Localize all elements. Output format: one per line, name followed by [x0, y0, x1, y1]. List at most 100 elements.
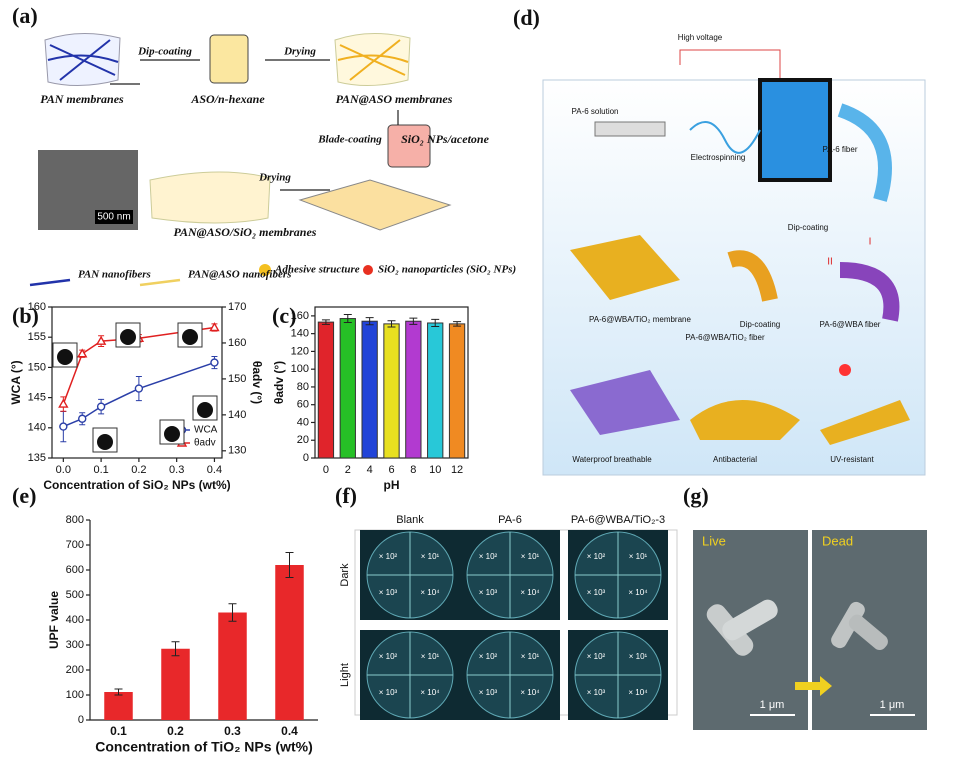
fiber [837, 103, 892, 202]
y-tick-label: 160 [28, 301, 46, 313]
label: PAN membranes [40, 92, 124, 106]
y-tick-label: 100 [291, 363, 309, 375]
x-tick-label: 4 [367, 464, 373, 476]
label: SiO₂ NPs/acetone [401, 132, 490, 146]
y2-tick-label: 140 [228, 409, 246, 421]
tio2-fiber [727, 250, 778, 302]
y-tick-label: 20 [297, 434, 309, 446]
x-tick-label: 12 [451, 464, 463, 476]
label: 500 nm [97, 212, 130, 223]
label: × 10¹ [521, 652, 540, 661]
label: Blade-coating [317, 134, 382, 146]
icon-waterproof [570, 370, 680, 435]
y-tick-label: 160 [291, 310, 309, 322]
fibers [47, 39, 119, 81]
marker [210, 358, 219, 367]
y-axis-label: WCA (°) [9, 360, 23, 404]
label: PA-6 [498, 514, 522, 526]
legend-label: θadv [194, 438, 216, 449]
y-tick-label: 40 [297, 416, 309, 428]
fibers [337, 39, 409, 81]
y-tick-label: 145 [28, 392, 46, 404]
label: (a) [12, 3, 38, 28]
error-bar [114, 688, 123, 696]
uv-source [839, 364, 851, 376]
x-axis-label: pH [384, 478, 400, 492]
legend-dot [363, 265, 373, 275]
label: × 10² [479, 552, 498, 561]
label: × 10² [587, 552, 606, 561]
x-tick-label: 0 [323, 464, 329, 476]
x-tick-label: 0.0 [56, 464, 71, 476]
y-tick-label: 0 [78, 714, 84, 726]
panel-f-art [354, 529, 678, 720]
label: × 10³ [479, 588, 498, 597]
y-tick-label: 140 [28, 422, 46, 434]
x-tick-label: 2 [345, 464, 351, 476]
marker [78, 414, 87, 423]
y-tick-label: 120 [291, 345, 309, 357]
label: PAN@ASO/SiO₂ membranes [174, 225, 317, 239]
label: Drying [283, 46, 316, 58]
beaker [387, 124, 431, 168]
label: Drying [258, 172, 291, 184]
label: × 10⁴ [420, 588, 440, 597]
label: × 10⁴ [520, 588, 540, 597]
bar [275, 565, 304, 720]
y-tick-label: 500 [66, 589, 84, 601]
label: 1 μm [880, 699, 905, 711]
y-axis-label: θadv (°) [272, 361, 286, 404]
label: (b) [12, 303, 39, 328]
bar [104, 692, 133, 720]
bar [317, 321, 335, 459]
label: PA-6 solution [572, 107, 619, 116]
x-axis-label: Concentration of SiO₂ NPs (wt%) [43, 478, 230, 492]
label: Antibacterial [713, 455, 757, 464]
x-axis-label: Concentration of TiO₂ NPs (wt%) [95, 739, 313, 755]
bar [448, 323, 466, 459]
error-bar [321, 319, 330, 325]
y-tick-label: 800 [66, 514, 84, 526]
x-tick-label: 0.2 [131, 464, 146, 476]
bacterium [722, 599, 778, 641]
label: (e) [12, 483, 36, 508]
legend-line [139, 278, 181, 287]
label: × 10¹ [421, 652, 440, 661]
label: PAN@ASO nanofibers [188, 269, 291, 281]
y-tick-label: 600 [66, 564, 84, 576]
label: × 10³ [379, 588, 398, 597]
label: × 10³ [479, 688, 498, 697]
droplet [164, 426, 180, 442]
label: High voltage [678, 33, 723, 42]
label: × 10¹ [629, 552, 648, 561]
x-tick-label: 0.4 [207, 464, 222, 476]
label: × 10⁴ [628, 588, 648, 597]
error-bar [387, 320, 396, 328]
y-tick-label: 150 [28, 361, 46, 373]
y-tick-label: 155 [28, 331, 46, 343]
y-tick-label: 400 [66, 614, 84, 626]
label: PA-6@WBA/TiO₂ fiber [685, 333, 765, 342]
label: PA-6 fiber [823, 145, 858, 154]
label: Light [339, 663, 351, 687]
scale-box [95, 210, 133, 224]
y-axis-label: UPF value [47, 591, 61, 649]
label: Electrospinning [691, 153, 746, 162]
error-bar [431, 318, 440, 328]
label: Dip-coating [137, 46, 192, 58]
x-tick-label: 10 [429, 464, 441, 476]
error-bar [453, 321, 462, 327]
droplet [120, 329, 136, 345]
label: × 10³ [587, 588, 606, 597]
label: (c) [272, 303, 296, 328]
marker [95, 335, 107, 345]
label: UV-resistant [830, 455, 874, 464]
y2-tick-label: 160 [228, 337, 246, 349]
label: × 10² [479, 652, 498, 661]
error-bar [365, 317, 374, 326]
label: × 10² [379, 652, 398, 661]
label: PAN@ASO membranes [336, 92, 453, 106]
y-tick-label: 140 [291, 328, 309, 340]
legend-star [259, 264, 271, 276]
